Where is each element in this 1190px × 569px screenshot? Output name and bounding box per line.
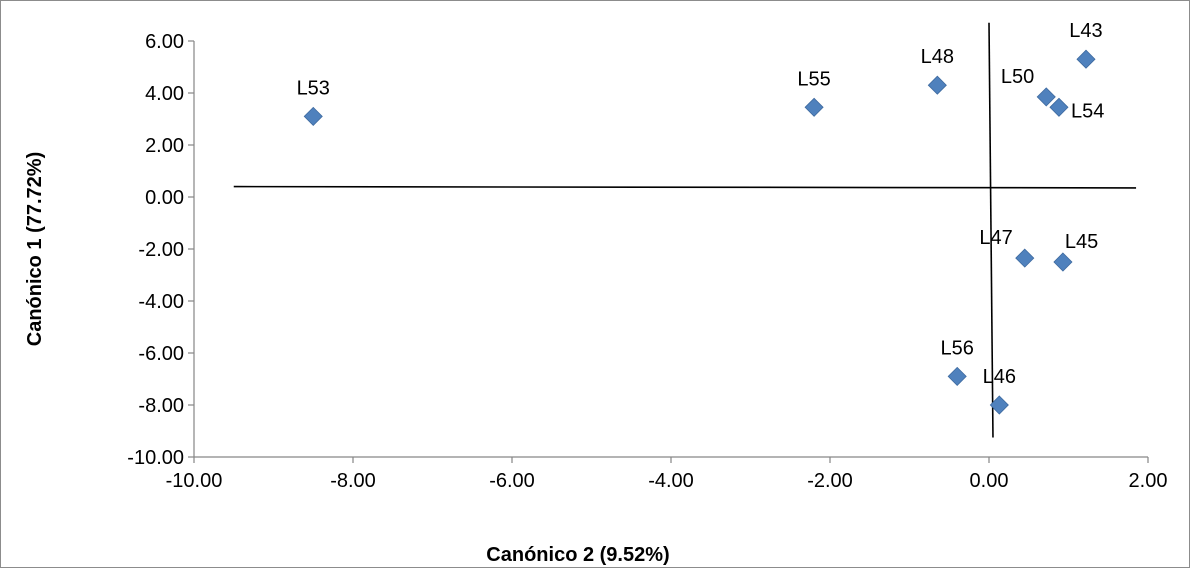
point-label-l50: L50 xyxy=(1001,66,1034,88)
y-tick-label: -6.00 xyxy=(138,343,184,365)
point-label-l48: L48 xyxy=(921,46,954,68)
data-point-l55 xyxy=(804,97,824,117)
data-point-l46 xyxy=(989,395,1009,415)
point-label-l55: L55 xyxy=(797,68,830,90)
y-tick-label: 2.00 xyxy=(145,135,184,157)
data-point-l53 xyxy=(303,106,323,126)
reference-line-horizontal xyxy=(233,185,1137,189)
data-point-l50 xyxy=(1036,87,1056,107)
y-tick-label: 6.00 xyxy=(145,31,184,53)
x-tick-label: -4.00 xyxy=(648,470,694,492)
point-label-l53: L53 xyxy=(297,77,330,99)
x-tick-label: 2.00 xyxy=(1129,470,1168,492)
data-point-l48 xyxy=(927,75,947,95)
point-label-l47: L47 xyxy=(979,227,1012,249)
point-label-l43: L43 xyxy=(1069,20,1102,42)
y-tick-label: -8.00 xyxy=(138,395,184,417)
point-label-l45: L45 xyxy=(1065,231,1098,253)
point-label-l46: L46 xyxy=(983,366,1016,388)
x-tick-label: -2.00 xyxy=(807,470,853,492)
x-tick-label: -8.00 xyxy=(330,470,376,492)
x-tick-label: 0.00 xyxy=(970,470,1009,492)
reference-line-vertical xyxy=(988,22,994,438)
y-tick-label: -4.00 xyxy=(138,291,184,313)
y-tick-label: -10.00 xyxy=(127,447,184,469)
data-point-l54 xyxy=(1049,97,1069,117)
data-point-l43 xyxy=(1076,49,1096,69)
y-axis-title: Canónico 1 (77.72%) xyxy=(24,152,46,347)
data-point-l47 xyxy=(1015,248,1035,268)
data-point-l56 xyxy=(947,366,967,386)
x-axis-title: Canónico 2 (9.52%) xyxy=(486,544,669,566)
point-label-l56: L56 xyxy=(941,337,974,359)
x-tick-label: -10.00 xyxy=(166,470,223,492)
x-tick-label: -6.00 xyxy=(489,470,535,492)
point-label-l54: L54 xyxy=(1071,100,1104,122)
y-tick-label: 4.00 xyxy=(145,83,184,105)
y-tick-label: -2.00 xyxy=(138,239,184,261)
y-tick-label: 0.00 xyxy=(145,187,184,209)
data-point-l45 xyxy=(1053,252,1073,272)
